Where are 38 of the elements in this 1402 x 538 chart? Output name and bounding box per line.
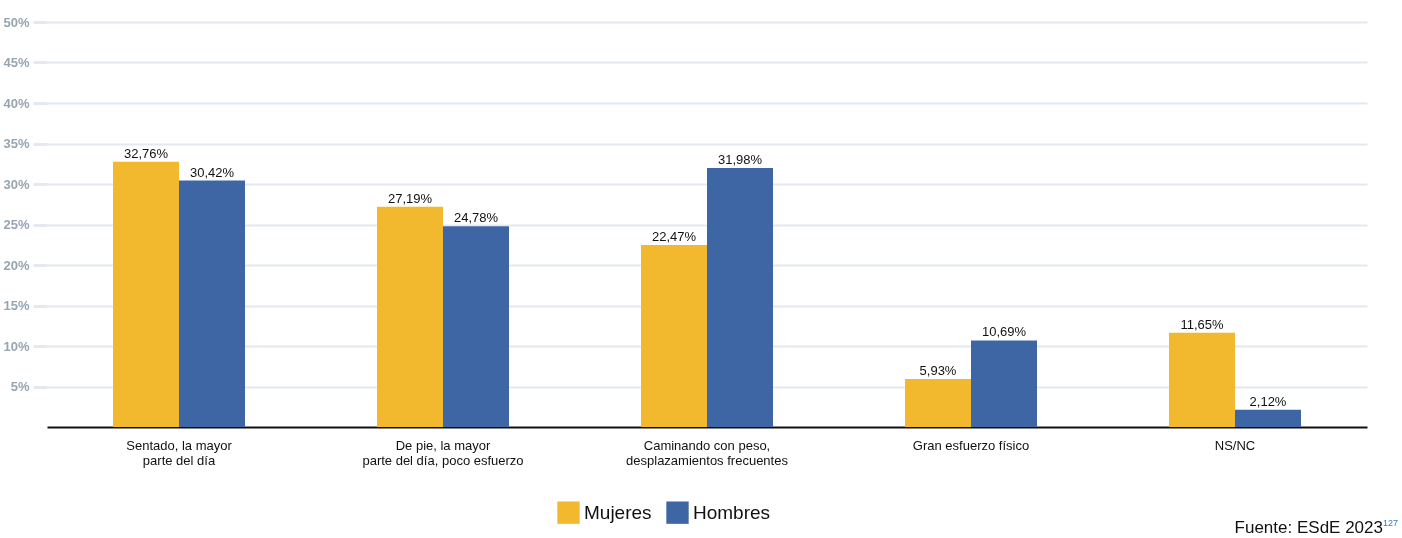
legend-label: Hombres [693,501,771,523]
y-tick-label: 15% [3,298,30,313]
x-tick-label: NS/NC [1214,437,1256,453]
bar [1169,332,1235,427]
bar [377,206,443,427]
data-label: 32,76% [123,145,169,161]
data-label: 30,42% [189,164,235,180]
x-tick-label: Caminando con peso, desplazamientos frecuentes [626,437,789,468]
bar [641,244,707,427]
y-tick-label: 30% [3,176,30,192]
bar [443,226,509,427]
data-label: 5,93% [919,362,957,378]
y-tick-label: 35% [3,136,30,151]
y-tick-label: 50% [3,14,30,30]
y-tick-label: 10% [3,338,30,354]
data-label: 24,78% [453,210,499,226]
y-tick-label: 40% [3,95,30,111]
y-tick-label: 20% [3,257,30,273]
y-tick-label: 25% [3,217,30,232]
y-tick-label: 5% [10,379,30,394]
data-label: 31,98% [717,151,763,167]
data-label: 10,69% [981,324,1027,340]
source-note: Fuente: ESdE 2023$^{127}$ [1234,518,1398,538]
x-tick-label: Sentado, la mayor parte del día [126,437,233,468]
data-label: 2,12% [1249,393,1287,409]
bar [707,167,773,427]
bar [179,180,245,427]
bar [1235,409,1301,427]
y-tick-label: 45% [3,55,30,70]
x-tick-label: De pie, la mayor parte del día, poco esfuerzo [362,437,524,468]
bar [113,161,179,427]
data-label: 22,47% [651,228,697,244]
bar [971,340,1037,427]
data-label: 11,65% [1180,316,1224,332]
data-label: 27,19% [387,190,433,206]
bar [905,378,971,427]
x-tick-label: Gran esfuerzo físico [912,437,1030,453]
legend-label: Mujeres [584,501,652,523]
